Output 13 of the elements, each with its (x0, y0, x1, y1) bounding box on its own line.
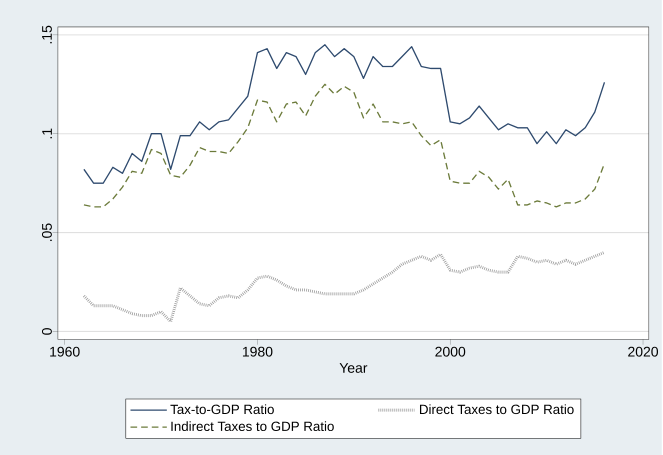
y-tick-label: .15 (42, 26, 52, 44)
legend-label: Tax-to-GDP Ratio (170, 404, 274, 414)
x-tick-label: 2020 (628, 346, 658, 357)
legend-label: Direct Taxes to GDP Ratio (420, 404, 574, 414)
x-tick-label: 1980 (242, 346, 272, 357)
x-tick-label: 2000 (435, 346, 466, 357)
y-tick-label: 0 (42, 328, 52, 335)
legend-label: Indirect Taxes to GDP Ratio (171, 421, 334, 431)
y-tick-label: .1 (42, 128, 52, 138)
line-series (83, 84, 606, 208)
x-tick-label: 1960 (50, 346, 80, 357)
x-axis-title: Year (340, 363, 368, 373)
y-tick-label: .05 (42, 223, 52, 241)
